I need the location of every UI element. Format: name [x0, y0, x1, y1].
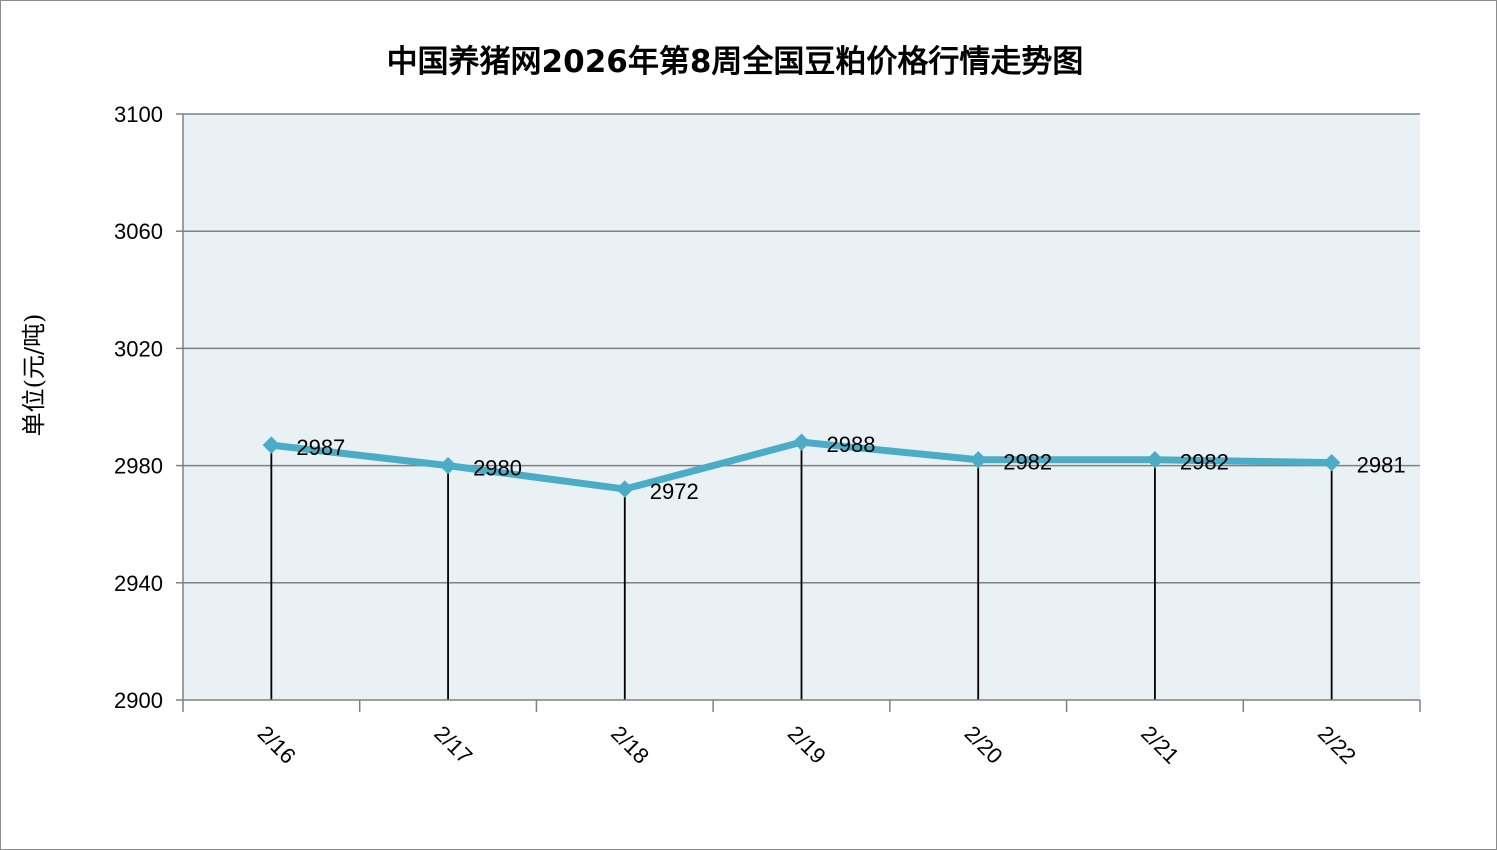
y-tick-label: 3020 — [114, 336, 163, 361]
series-group — [262, 433, 1341, 498]
y-tick-label: 2940 — [114, 571, 163, 596]
data-label: 2972 — [650, 479, 699, 504]
data-label: 2988 — [827, 432, 876, 457]
data-point-marker — [439, 456, 457, 475]
y-tick-label: 3100 — [114, 102, 163, 127]
y-tick-label: 3060 — [114, 219, 163, 244]
data-label: 2980 — [473, 456, 522, 481]
x-tick-label: 2/19 — [783, 721, 831, 769]
data-label: 2982 — [1180, 450, 1229, 475]
x-tick-label: 2/16 — [253, 721, 301, 769]
axes — [182, 114, 1421, 712]
data-point-marker — [616, 480, 634, 498]
chart-title: 中国养猪网2026年第8周全国豆粕价格行情走势图 — [387, 44, 1084, 80]
x-tick-label: 2/21 — [1136, 721, 1184, 769]
x-tick-label: 2/22 — [1313, 721, 1361, 769]
data-label: 2987 — [296, 435, 345, 460]
data-labels: 2987 2980 2972 2988 2982 2982 2981 — [296, 432, 1405, 504]
y-tick-label: 2900 — [114, 688, 163, 713]
data-label: 2982 — [1003, 450, 1052, 475]
x-tick-label: 2/17 — [429, 721, 477, 769]
drop-lines — [270, 442, 1333, 700]
y-axis-label: 单位(元/吨) — [20, 314, 48, 437]
data-point-marker — [1322, 453, 1341, 472]
data-point-marker — [969, 451, 987, 469]
data-label: 2981 — [1357, 453, 1406, 478]
data-point-marker — [262, 436, 281, 454]
data-point-marker — [1146, 451, 1164, 469]
x-tick-label: 2/20 — [960, 721, 1008, 769]
data-point-marker — [792, 433, 811, 451]
x-tick-label: 2/18 — [606, 721, 654, 769]
y-tick-label: 2980 — [114, 454, 163, 479]
